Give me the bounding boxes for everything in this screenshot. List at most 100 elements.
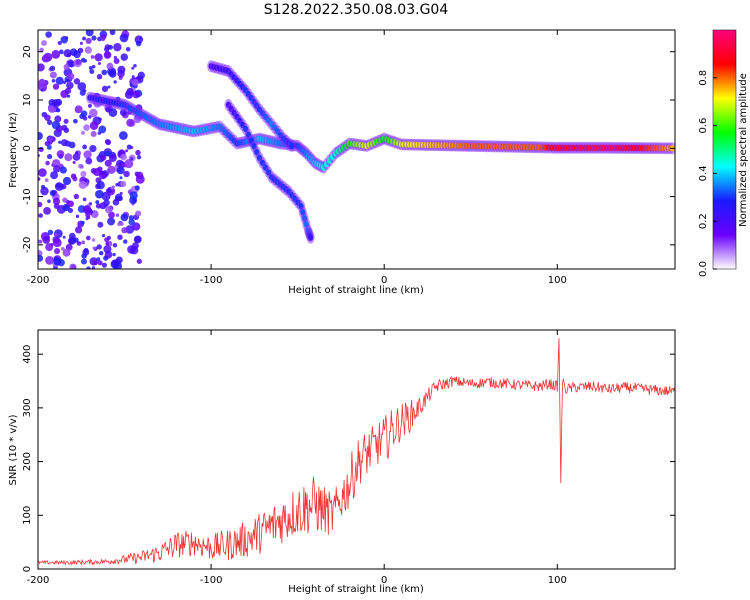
spectrogram-noise-blob	[91, 64, 96, 69]
spectrogram-noise-blob	[83, 150, 92, 159]
spectrogram-noise-blob	[136, 155, 142, 160]
spectrogram-y-tick-label: 20	[22, 45, 33, 58]
spectrogram-noise-blob	[80, 165, 84, 169]
spectrogram-noise-blob	[66, 94, 71, 98]
spectrogram-noise-blob	[51, 49, 61, 59]
spectrogram-noise-blob	[53, 232, 58, 237]
spectrogram-noise-blob	[82, 197, 87, 202]
spectrogram-noise-blob	[96, 180, 105, 190]
spectrogram-noise-blob	[83, 124, 90, 131]
spectrogram-noise-blob	[98, 125, 107, 134]
spectrogram-noise-blob	[123, 239, 128, 244]
spectrogram-noise-blob	[49, 189, 56, 197]
spectrogram-noise-blob	[101, 85, 109, 93]
spectrogram-noise-blob	[101, 37, 105, 42]
spectrogram-noise-blob	[60, 246, 65, 251]
spectrogram-noise-blob	[40, 78, 44, 82]
spectrogram-noise-blob	[82, 36, 86, 41]
spectrogram-noise-blob	[87, 103, 92, 108]
spectrogram-noise-blob	[131, 78, 139, 86]
spectrogram-noise-blob	[73, 78, 81, 85]
spectrogram-noise-blob	[93, 260, 98, 266]
spectrogram-noise-blob	[62, 248, 71, 257]
spectrogram-noise-blob	[55, 76, 64, 85]
spectrogram-noise-blob	[95, 203, 102, 209]
spectrogram-noise-blob	[51, 78, 56, 83]
spectrogram-noise-blob	[94, 53, 103, 62]
spectrogram-noise-blob	[97, 36, 102, 42]
spectrogram-noise-blob	[64, 153, 73, 162]
spectrogram-noise-blob	[77, 82, 87, 91]
snr-x-ticks: -200 -100 0 100	[27, 330, 567, 586]
spectrogram-noise-blob	[97, 61, 101, 66]
spectrogram-noise-blob	[41, 54, 50, 63]
spectrogram-noise-blob	[84, 46, 92, 54]
spectrogram-noise-blob	[129, 246, 139, 255]
spectrogram-noise-blob	[103, 255, 109, 261]
spectrogram-noise-blob	[53, 165, 61, 173]
spectrogram-noise-blob	[120, 53, 128, 61]
snr-panel: -200 -100 0 100 0 100 200 300 400 Height of str…	[8, 329, 676, 595]
spectrogram-noise-blob	[52, 159, 61, 168]
spectrogram-noise-blob	[52, 197, 61, 205]
spectrogram-noise-blob	[41, 184, 46, 190]
spectrogram-noise-blob	[91, 266, 96, 269]
spectrogram-noise-blob	[46, 153, 53, 160]
snr-y-tick-label: 300	[22, 398, 33, 417]
snr-x-tick-label: 0	[381, 575, 387, 586]
spectrogram-noise-blob	[125, 149, 129, 153]
spectrogram-noise-blob	[49, 65, 56, 72]
spectrogram-noise-blob	[135, 149, 141, 156]
spectrogram-y-ticks: -20 -10 0 10 20	[22, 45, 675, 253]
spectrogram-noise-blob	[80, 170, 87, 178]
spectrogram-ridge-mark	[288, 142, 295, 150]
spectrogram-noise-blob	[89, 108, 98, 118]
snr-y-label: SNR (10 * v/v)	[8, 414, 19, 485]
spectrogram-noise-blob	[38, 63, 45, 72]
spectrogram-noise-blob	[121, 227, 128, 234]
spectrogram-noise-blob	[38, 239, 43, 244]
spectrogram-noise-blob	[108, 44, 113, 50]
spectrogram-noise-blob	[38, 177, 41, 181]
spectrogram-noise-blob	[85, 30, 94, 37]
snr-frame	[37, 329, 676, 570]
spectrogram-noise-blob	[92, 246, 96, 250]
spectrogram-noise-blob	[133, 63, 137, 68]
spectrogram-noise-blob	[78, 180, 87, 189]
spectrogram-noise-blob	[97, 221, 104, 228]
spectrogram-noise-blob	[38, 146, 44, 153]
spectrogram-noise-blob	[117, 65, 126, 74]
colorbar: 0.0 0.2 0.4 0.6 0.8 Normalized spectral ampl…	[698, 29, 749, 277]
spectrogram-noise-blob	[57, 40, 62, 46]
spectrogram-noise-blob	[63, 118, 69, 124]
spectrogram-noise-blob	[67, 200, 75, 208]
colorbar-tick-label: 0.2	[698, 213, 709, 229]
spectrogram-noise-blob	[46, 144, 52, 150]
snr-plot-area	[38, 330, 675, 569]
spectrogram-noise-blob	[104, 159, 112, 167]
spectrogram-noise-blob	[54, 182, 64, 191]
spectrogram-noise-blob	[120, 180, 127, 188]
spectrogram-y-tick-label: 0	[22, 145, 33, 151]
spectrogram-noise-blob	[129, 191, 138, 200]
spectrogram-noise-blob	[125, 46, 131, 52]
spectrogram-noise-blob	[69, 263, 77, 269]
spectrogram-ridge-mark	[308, 234, 314, 241]
spectrogram-noise-blob	[47, 199, 51, 204]
spectrogram-noise-blob	[130, 157, 134, 161]
snr-x-label: Height of straight line (km)	[288, 584, 424, 595]
spectrogram-noise-blob	[112, 242, 118, 248]
spectrogram-noise-blob	[126, 144, 132, 150]
spectrogram-noise-blob	[67, 207, 74, 214]
spectrogram-noise-blob	[117, 234, 123, 240]
spectrogram-noise-blob	[87, 215, 91, 219]
spectrogram-noise-blob	[70, 173, 77, 180]
spectrogram-noise-blob	[133, 235, 142, 244]
spectrogram-noise-blob	[68, 232, 76, 240]
spectrogram-noise-blob	[66, 72, 75, 81]
spectrogram-noise-blob	[64, 87, 72, 94]
spectrogram-noise-blob	[96, 244, 102, 250]
spectrogram-noise-blob	[119, 33, 129, 43]
snr-y-tick-label: 400	[22, 345, 33, 364]
spectrogram-noise-blob	[52, 83, 60, 90]
